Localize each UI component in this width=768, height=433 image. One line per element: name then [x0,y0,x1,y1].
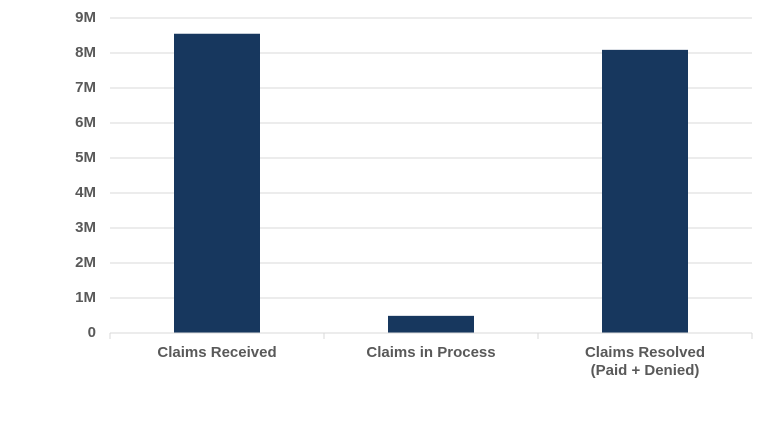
y-tick-label: 1M [75,289,96,306]
y-tick-label: 2M [75,254,96,271]
y-tick-label: 6M [75,114,96,131]
x-tick-label: Claims Received [157,344,277,361]
y-tick-label: 9M [75,9,96,26]
x-tick-label: Claims Resolved (Paid + Denied) [584,344,706,379]
bar [174,33,260,333]
x-tick-label: Claims in Process [366,344,496,361]
y-tick-label: 4M [75,184,96,201]
bars [174,33,688,333]
bar [388,315,474,333]
y-tick-label: 0 [88,324,96,341]
y-tick-label: 3M [75,219,96,236]
y-tick-label: 5M [75,149,96,166]
y-tick-label: 8M [75,44,96,61]
bar [602,49,688,333]
y-tick-label: 7M [75,79,96,96]
